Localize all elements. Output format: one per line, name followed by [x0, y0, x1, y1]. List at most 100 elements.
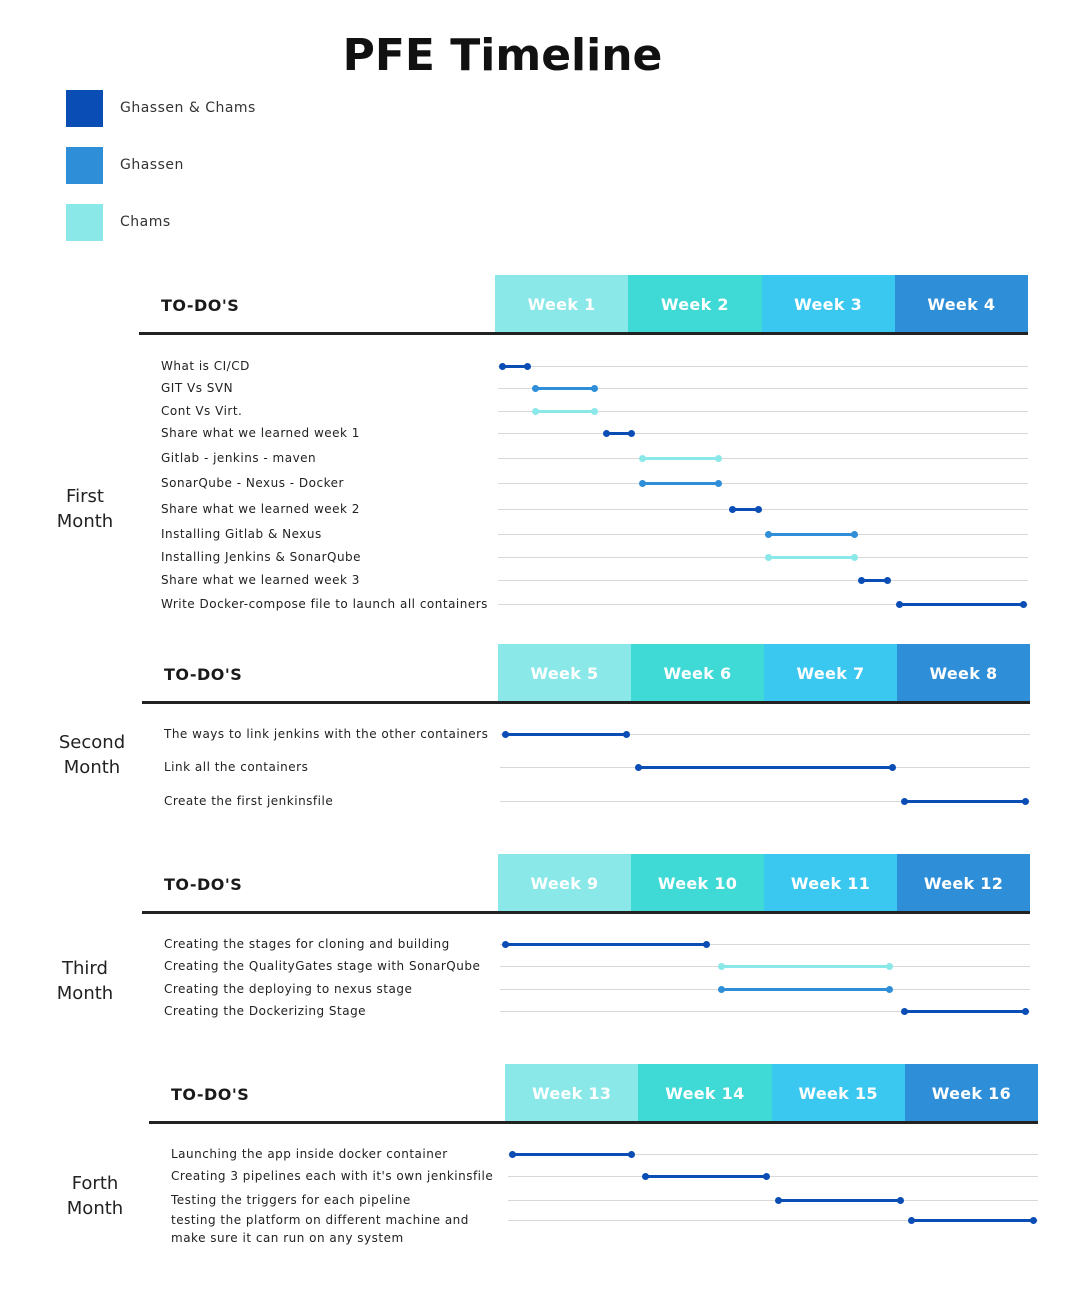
task-label: testing the platform on different machin…	[171, 1211, 469, 1247]
task-start-marker	[641, 1173, 649, 1180]
week-header: Week 9	[498, 854, 631, 912]
week-header: Week 16	[904, 1064, 1038, 1122]
task-start-marker	[501, 941, 509, 948]
task-end-marker	[850, 554, 858, 561]
task-start-marker	[908, 1217, 916, 1224]
task-label: Create the first jenkinsfile	[164, 792, 333, 810]
week-header: Week 1	[495, 275, 629, 333]
month-label: First Month	[56, 486, 114, 532]
task-end-marker	[754, 506, 762, 513]
task-end-marker	[886, 963, 894, 970]
task-bar	[775, 1197, 904, 1204]
task-label-text: What is CI/CD	[161, 359, 250, 373]
task-gridline	[508, 1176, 1038, 1177]
task-label-text: Creating 3 pipelines each with it's own …	[171, 1169, 494, 1183]
week-header-row: Week 9 Week 10 Week 11 Week 12	[498, 854, 1030, 912]
week-header-row: Week 13 Week 14 Week 15 Week 16	[505, 1064, 1038, 1122]
task-bar	[765, 531, 858, 538]
task-end-marker	[627, 1151, 635, 1158]
task-bar	[729, 506, 762, 513]
week-header: Week 10	[631, 854, 764, 912]
task-label-text: Creating the Dockerizing Stage	[164, 1004, 367, 1018]
task-start-marker	[718, 986, 726, 993]
task-label-text: Creating the stages for cloning and buil…	[164, 937, 450, 951]
task-label: Creating the Dockerizing Stage	[164, 1002, 366, 1020]
task-label: Installing Gitlab & Nexus	[161, 525, 322, 543]
todo-header: TO-DO'S	[164, 875, 243, 894]
task-gridline	[498, 509, 1028, 510]
task-start-marker	[501, 731, 509, 738]
task-end-marker	[896, 1197, 904, 1204]
task-start-marker	[895, 601, 903, 608]
week-header: Week 2	[628, 275, 762, 333]
task-end-marker	[623, 731, 630, 738]
task-bar	[900, 798, 1029, 805]
task-label: Creating the stages for cloning and buil…	[164, 935, 450, 953]
week-header: Week 5	[498, 644, 631, 702]
task-label: Creating 3 pipelines each with it's own …	[171, 1167, 493, 1185]
task-label-text: SonarQube - Nexus - Docker	[161, 476, 344, 490]
task-bar	[718, 963, 894, 970]
week-header: Week 3	[761, 275, 895, 333]
task-label-text: Create the first jenkinsfile	[164, 794, 334, 808]
task-start-marker	[638, 455, 646, 462]
task-label-text: Link all the containers	[164, 760, 309, 774]
task-end-marker	[889, 764, 896, 771]
task-label: Creating the QualityGates stage with Son…	[164, 957, 480, 975]
task-label-text: Installing Gitlab & Nexus	[161, 527, 322, 541]
task-label: Cont Vs Virt.	[161, 402, 242, 420]
task-label: Share what we learned week 1	[161, 424, 360, 442]
task-end-marker	[1029, 1217, 1037, 1224]
task-start-marker	[531, 385, 539, 392]
task-bar	[498, 363, 532, 370]
task-start-marker	[638, 480, 646, 487]
legend-swatch	[66, 204, 103, 241]
task-gridline	[500, 801, 1030, 802]
task-gridline	[498, 483, 1028, 484]
task-end-marker	[886, 986, 894, 993]
task-gridline	[498, 580, 1028, 581]
task-end-marker	[628, 430, 636, 437]
task-gridline	[498, 557, 1028, 558]
task-label-text: GIT Vs SVN	[161, 381, 234, 395]
task-bar	[718, 986, 894, 993]
task-gridline	[508, 1220, 1038, 1221]
task-label-text: Share what we learned week 2	[161, 502, 360, 516]
task-label-text: Creating the deploying to nexus stage	[164, 982, 413, 996]
task-bar	[908, 1217, 1037, 1224]
task-label-text: Creating the QualityGates stage with Son…	[164, 959, 481, 973]
task-label: What is CI/CD	[161, 357, 250, 375]
task-start-marker	[775, 1197, 783, 1204]
task-bar	[508, 1151, 635, 1158]
week-header: Week 13	[505, 1064, 639, 1122]
task-end-marker	[702, 941, 710, 948]
task-end-marker	[1022, 1008, 1029, 1015]
legend-label: Ghassen	[120, 157, 184, 173]
task-bar	[900, 1008, 1029, 1015]
task-bar	[638, 455, 722, 462]
page-title: PFE Timeline	[342, 30, 663, 81]
week-header: Week 4	[894, 275, 1028, 333]
task-bar	[531, 408, 598, 415]
task-gridline	[498, 411, 1028, 412]
task-bar	[638, 480, 722, 487]
week-header-row: Week 5 Week 6 Week 7 Week 8	[498, 644, 1030, 702]
task-start-marker	[900, 798, 908, 805]
task-label-text: Cont Vs Virt.	[161, 404, 243, 418]
task-bar	[531, 385, 598, 392]
task-end-marker	[850, 531, 858, 538]
task-label-text: Testing the triggers for each pipeline	[171, 1193, 411, 1207]
task-label-text: make sure it can run on any system	[171, 1231, 404, 1245]
legend-label: Chams	[120, 214, 171, 230]
task-label-text: The ways to link jenkins with the other …	[164, 727, 489, 741]
task-start-marker	[718, 963, 726, 970]
task-end-marker	[590, 385, 598, 392]
week-header: Week 8	[897, 644, 1030, 702]
task-gridline	[508, 1200, 1038, 1201]
task-end-marker	[1019, 601, 1027, 608]
month-label: Forth Month	[66, 1173, 124, 1219]
task-label: Share what we learned week 3	[161, 571, 360, 589]
legend-swatch	[66, 147, 103, 184]
header-rule	[139, 332, 1028, 335]
task-label: SonarQube - Nexus - Docker	[161, 474, 344, 492]
